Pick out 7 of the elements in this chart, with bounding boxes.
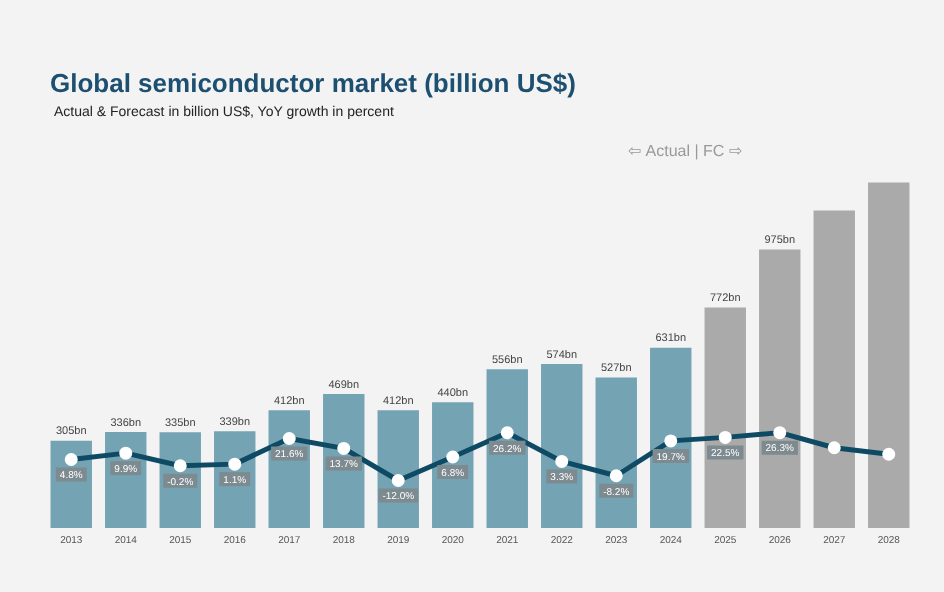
bar — [541, 364, 583, 528]
text: ⇦ Actual | FC ⇨ — [628, 142, 743, 160]
bar — [759, 249, 801, 528]
bar — [704, 307, 746, 528]
chart-title: Global semiconductor market (billion US$) — [50, 68, 576, 98]
bar — [813, 210, 855, 528]
bar — [868, 182, 910, 528]
